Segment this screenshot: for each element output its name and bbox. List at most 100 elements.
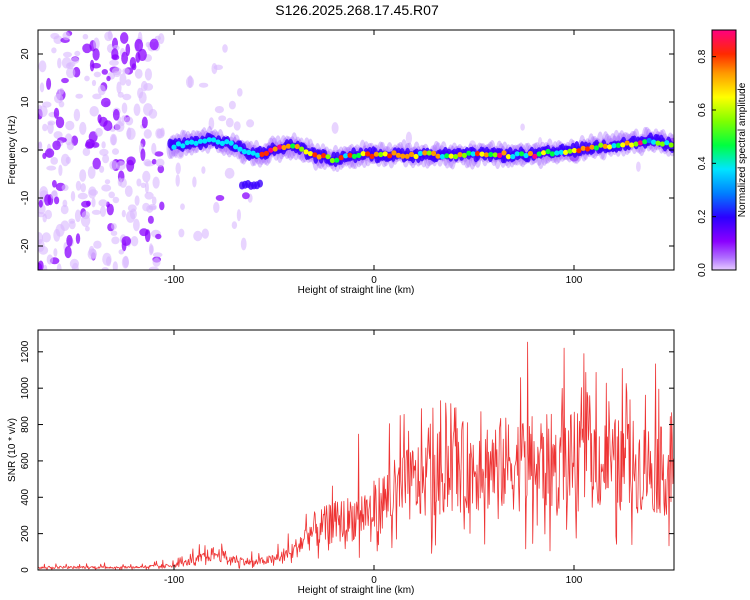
y-tick-label: 20 xyxy=(20,48,31,60)
noise-blob xyxy=(38,141,43,152)
noise-blob xyxy=(140,80,148,92)
ridge-peak xyxy=(470,151,476,157)
ridge-peak xyxy=(439,154,445,160)
noise-blob xyxy=(56,263,62,270)
noise-blob xyxy=(142,170,151,183)
spectrogram-signal-ridge xyxy=(166,126,674,190)
noise-blob xyxy=(148,266,159,270)
noise-blob xyxy=(144,191,154,200)
ridge-peak xyxy=(307,151,313,157)
noise-blob xyxy=(61,77,69,84)
noise-blob xyxy=(151,158,157,165)
ridge-peak xyxy=(453,154,459,160)
noise-blob xyxy=(106,75,111,82)
colorbar-ticks: 0.0 0.2 0.4 0.6 0.8 xyxy=(697,49,716,277)
ridge-peak xyxy=(541,150,547,156)
snr-frame xyxy=(37,329,675,571)
noise-blob xyxy=(58,87,64,95)
ridge-peak xyxy=(602,143,608,149)
noise-blob xyxy=(214,106,224,114)
noise-blob xyxy=(180,203,185,210)
ridge-peak xyxy=(351,153,357,159)
ridge-peak xyxy=(373,151,379,157)
noise-blob xyxy=(152,257,161,267)
ridge-peak xyxy=(457,152,463,158)
noise-blob xyxy=(66,234,73,247)
noise-blob xyxy=(91,79,97,87)
ridge-peak xyxy=(646,137,652,144)
ridge-peak xyxy=(633,141,639,147)
noise-blob xyxy=(87,166,96,179)
noise-blob xyxy=(208,117,215,130)
noise-blob xyxy=(38,199,43,208)
noise-blob xyxy=(67,62,76,67)
noise-blob xyxy=(75,233,81,245)
ridge-peak xyxy=(329,157,335,164)
noise-blob xyxy=(213,201,220,214)
noise-blob xyxy=(58,164,63,176)
ridge-peak xyxy=(475,151,481,157)
noise-blob xyxy=(100,205,106,217)
noise-blob xyxy=(53,107,60,119)
noise-blob xyxy=(112,261,118,270)
snr-series-line xyxy=(38,341,674,570)
ridge-peak xyxy=(593,145,600,151)
noise-blob xyxy=(211,63,218,75)
noise-blob xyxy=(117,91,124,98)
noise-blob xyxy=(58,101,65,108)
noise-blob xyxy=(66,67,76,79)
ridge-peak xyxy=(505,154,511,160)
ridge-peak xyxy=(382,151,388,157)
noise-blob xyxy=(122,93,132,101)
noise-blob xyxy=(112,109,120,121)
ridge-peak xyxy=(189,139,195,145)
ridge-peak xyxy=(615,142,622,148)
noise-blob xyxy=(246,119,255,128)
ridge-peak xyxy=(334,157,340,163)
x-tick-label: -100 xyxy=(164,575,184,586)
y-tick-label: -10 xyxy=(20,190,31,205)
ridge-peak xyxy=(268,147,274,153)
noise-blob xyxy=(41,232,51,243)
noise-blob xyxy=(44,194,52,206)
ridge-peak xyxy=(277,144,283,150)
noise-blob xyxy=(92,48,100,61)
noise-blob xyxy=(237,88,243,97)
noise-blob xyxy=(144,181,149,194)
ridge-peak xyxy=(321,153,327,159)
y-tick-label: 1000 xyxy=(20,377,31,400)
noise-blob xyxy=(84,141,94,149)
ridge-peak xyxy=(611,143,617,149)
noise-blob xyxy=(129,208,137,220)
ridge-peak xyxy=(224,139,230,145)
ridge-peak xyxy=(483,152,489,158)
noise-blob xyxy=(125,79,132,87)
ridge-peak xyxy=(519,151,525,157)
noise-blob xyxy=(65,120,75,131)
noise-blob xyxy=(104,179,111,185)
noise-blob xyxy=(110,223,117,230)
ridge-peak xyxy=(607,144,613,150)
noise-blob xyxy=(97,114,102,124)
y-tick-label: 400 xyxy=(20,488,31,505)
ridge-peak xyxy=(563,149,569,155)
noise-blob xyxy=(92,93,102,100)
noise-blob xyxy=(152,176,160,189)
ridge-peak xyxy=(316,154,322,160)
noise-blob xyxy=(71,262,79,270)
ridge-peak xyxy=(567,148,573,154)
noise-blob xyxy=(64,246,72,259)
ridge-peak xyxy=(527,150,534,157)
y-tick-label: 600 xyxy=(20,452,31,469)
noise-blob xyxy=(50,157,58,165)
ridge-peak xyxy=(356,152,362,158)
noise-blob xyxy=(71,57,80,64)
noise-blob xyxy=(81,211,91,220)
noise-blob xyxy=(107,30,113,40)
ridge-peak xyxy=(549,151,556,157)
noise-blob xyxy=(144,229,151,243)
ridge-peak xyxy=(624,140,630,146)
noise-blob xyxy=(148,108,158,119)
noise-blob xyxy=(70,191,76,202)
noise-blob xyxy=(129,57,137,69)
